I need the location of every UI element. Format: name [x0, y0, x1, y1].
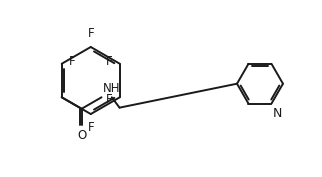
Text: F: F: [106, 93, 113, 106]
Text: F: F: [106, 55, 113, 68]
Text: NH: NH: [103, 82, 120, 95]
Text: F: F: [88, 121, 94, 134]
Text: O: O: [77, 129, 86, 142]
Text: N: N: [273, 107, 282, 120]
Text: F: F: [88, 27, 94, 40]
Text: F: F: [69, 55, 75, 68]
